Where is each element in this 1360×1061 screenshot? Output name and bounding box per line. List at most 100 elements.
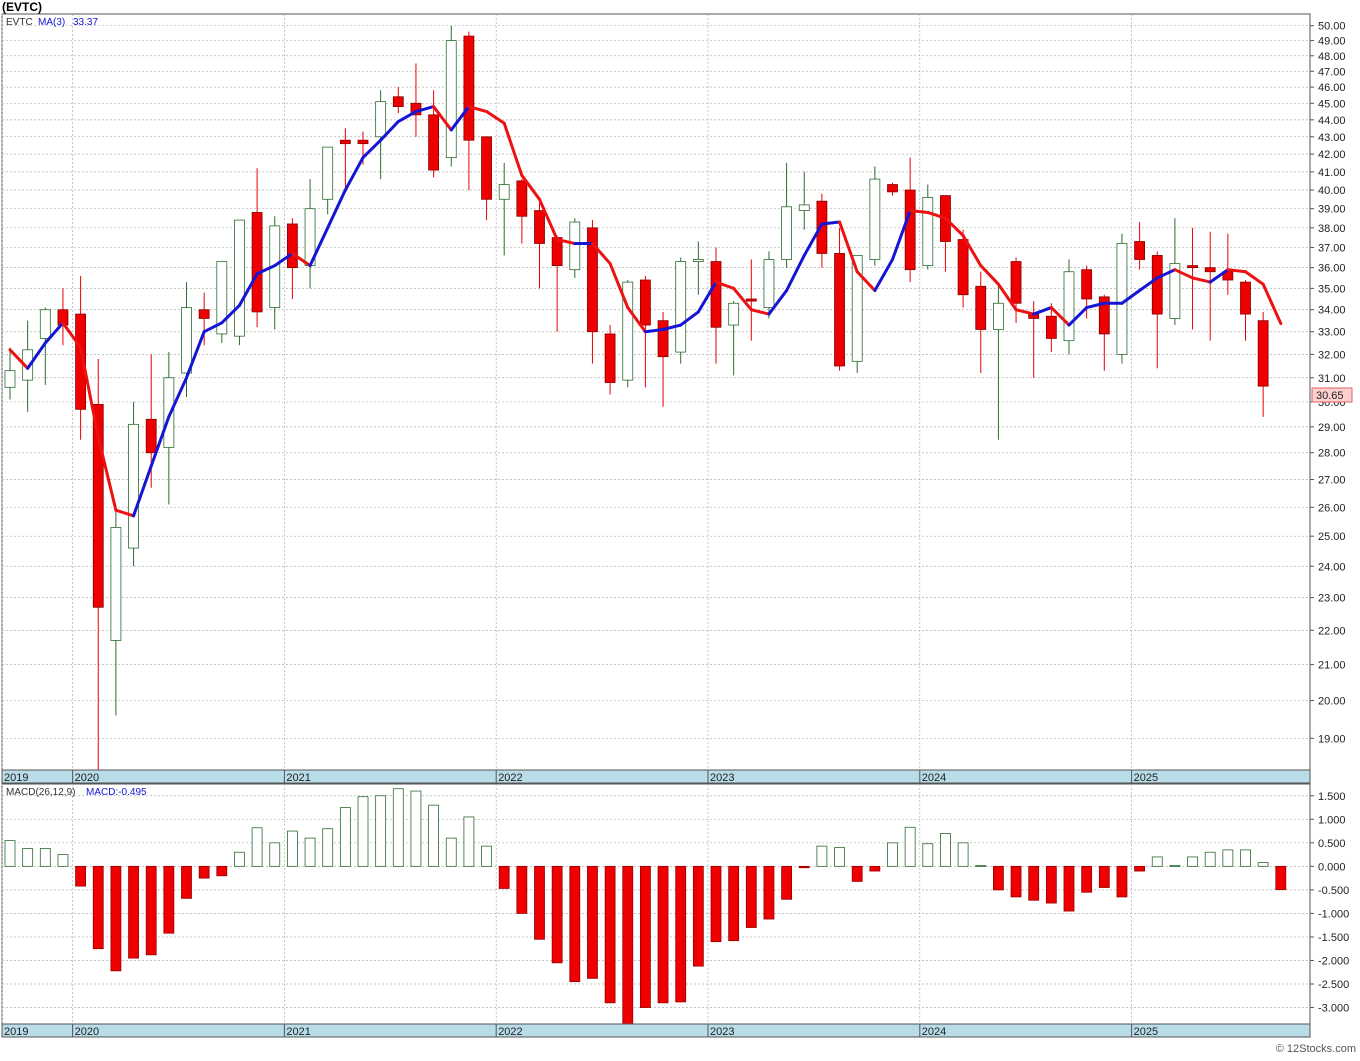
macd-bar: [234, 851, 245, 867]
candle-body: [781, 206, 792, 260]
watermark: © 12Stocks.com: [1276, 1043, 1356, 1055]
candle: [534, 203, 545, 289]
macd-bar: [640, 865, 651, 1008]
candle: [198, 292, 210, 346]
ma-segment: [679, 310, 700, 327]
macd-bar: [410, 790, 422, 867]
macd-legend-value: MACD:-0.495: [86, 787, 147, 798]
price-y-tick-label: 34.00: [1318, 305, 1346, 317]
candle-body: [110, 527, 122, 641]
macd-bar: [304, 837, 316, 867]
price-y-tick-label: 44.00: [1318, 115, 1346, 127]
macd-bar: [428, 804, 440, 867]
candle-body: [1098, 296, 1110, 335]
candle: [392, 87, 404, 114]
macd-bar: [781, 865, 792, 900]
candle: [234, 219, 245, 346]
candle-body: [569, 221, 581, 271]
candle-body: [428, 114, 440, 171]
macd-bar: [1222, 849, 1234, 867]
macd-y-tick-label: -2.000: [1318, 955, 1349, 967]
macd-bar: [216, 865, 228, 877]
candle-body: [816, 200, 828, 254]
candle-body: [1063, 271, 1075, 342]
candle: [286, 218, 298, 299]
candle-body: [322, 146, 334, 200]
candle: [763, 251, 775, 319]
macd-bar: [745, 865, 757, 928]
candle-body: [657, 320, 669, 358]
price-y-tick-label: 21.00: [1318, 660, 1346, 672]
macd-bar: [1275, 865, 1287, 891]
macd-histogram: [4, 788, 1287, 1025]
candle: [428, 90, 440, 178]
candle-body: [234, 219, 245, 337]
ma-segment: [8, 348, 30, 370]
macd-bar: [1028, 865, 1040, 901]
macd-bar: [763, 865, 775, 920]
candle-body: [128, 423, 139, 549]
candle-body: [1010, 261, 1022, 304]
ma-segment: [749, 308, 771, 316]
candle-body: [39, 309, 51, 339]
macd-bar: [481, 845, 492, 867]
price-y-tick-label: 43.00: [1318, 132, 1346, 144]
price-y-tick-label: 37.00: [1318, 242, 1346, 254]
ma-segment: [255, 264, 277, 276]
ma-segment: [1032, 306, 1053, 316]
ma-segment: [996, 282, 1018, 312]
macd-y-tick-label: -1.500: [1318, 932, 1349, 944]
candle: [957, 229, 969, 308]
macd-bar: [1169, 865, 1181, 867]
date-label: 2024: [922, 1026, 946, 1038]
ma-segment: [361, 138, 383, 160]
ma-segment: [802, 222, 824, 257]
candle-body: [993, 302, 1004, 330]
ma-segment: [785, 253, 806, 292]
macd-bar: [498, 865, 510, 889]
candle: [657, 311, 669, 407]
candle: [375, 90, 387, 180]
moving-average-line: [8, 105, 1283, 518]
candle: [975, 271, 987, 374]
candle-body: [163, 377, 175, 448]
legend-ma-label: MA(3): [38, 17, 65, 28]
candle-body: [1257, 320, 1269, 387]
candle-body: [763, 259, 775, 308]
ma-segment: [661, 323, 683, 331]
candle-body: [710, 261, 722, 328]
candle: [922, 184, 934, 270]
price-y-tick-label: 28.00: [1318, 448, 1346, 460]
price-y-tick-label: 19.00: [1318, 733, 1346, 745]
price-y-tick-label: 45.00: [1318, 98, 1346, 110]
macd-bar: [1240, 849, 1251, 867]
price-y-tick-label: 40.00: [1318, 185, 1346, 197]
candle: [463, 31, 475, 191]
ma-segment: [79, 346, 100, 439]
price-date-band: [1, 769, 1311, 784]
ma-segment: [626, 306, 647, 334]
macd-bar: [1187, 856, 1198, 867]
candle: [1257, 311, 1269, 417]
macd-bar: [869, 865, 881, 872]
candle: [481, 136, 492, 221]
price-y-tick-label: 48.00: [1318, 51, 1346, 63]
ma-segment: [1244, 270, 1265, 286]
ma-segment: [502, 121, 524, 177]
candle-body: [375, 101, 387, 138]
price-y-tick-label: 33.00: [1318, 327, 1346, 339]
candle-body: [481, 136, 492, 200]
candle-body: [869, 178, 881, 260]
candle: [516, 179, 528, 244]
candle-body: [357, 139, 369, 145]
macd-y-tick-label: 1.000: [1318, 814, 1346, 826]
macd-bar: [322, 828, 334, 867]
ma-segment: [908, 209, 930, 214]
macd-bar: [816, 845, 828, 867]
candle: [834, 227, 845, 371]
ma-segment: [467, 105, 489, 114]
macd-bar: [957, 842, 969, 867]
macd-bar: [269, 842, 281, 867]
candle: [216, 261, 228, 343]
